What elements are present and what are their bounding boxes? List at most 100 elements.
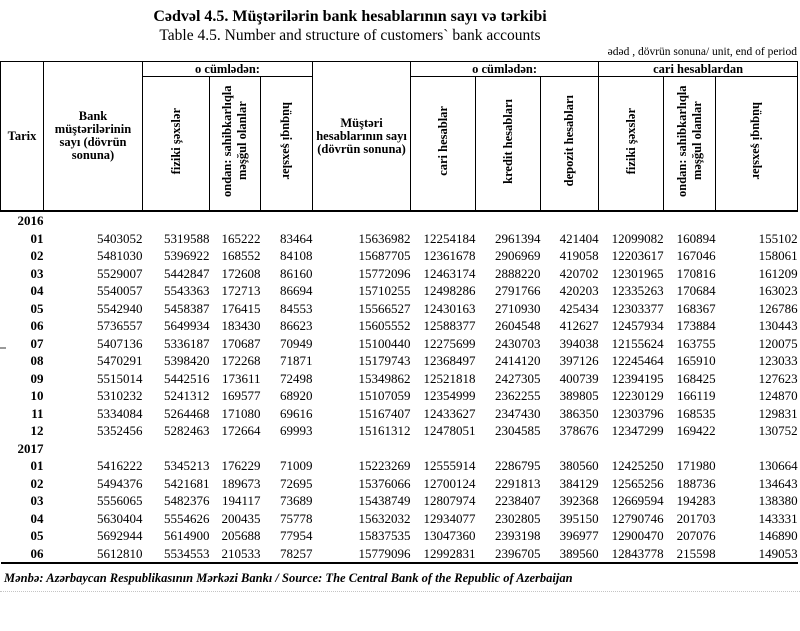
- table-body: 2016 01 5403052 5319588 165222 83464 15636982 1…: [0, 211, 798, 564]
- value-cell: 13047360: [423, 528, 476, 543]
- value-cell: 155102: [758, 230, 798, 246]
- value-cell: 12394195: [611, 370, 664, 386]
- value-cell: 138380: [758, 493, 798, 508]
- value-cell: 172268: [221, 353, 261, 368]
- month-label: 08: [30, 353, 44, 368]
- empty-cell: [210, 440, 261, 458]
- value-cell: 12361678: [423, 248, 476, 263]
- value-cell: 160894: [676, 230, 716, 246]
- value-cell: 425434: [559, 300, 599, 316]
- data-row: 08 5470291 5398420 172268 71871 15179743 12368…: [1, 352, 798, 370]
- unit-note: ədəd , dövrün sonuna/ unit, end of perio…: [607, 46, 797, 58]
- col-header-huquqi-1: hüquqi şəxslər: [259, 76, 314, 212]
- value-cell: 5407136: [97, 335, 143, 351]
- year-row: 2016: [1, 211, 798, 230]
- scan-artifact-mark: [0, 347, 6, 349]
- value-cell: 15779096: [312, 544, 411, 564]
- value-cell: 12275699: [423, 335, 476, 351]
- value-cell: 420203: [559, 283, 599, 298]
- value-cell: 5319588: [164, 230, 210, 246]
- value-cell: 5470291: [97, 353, 143, 368]
- value-cell: 15687705: [358, 248, 411, 263]
- value-cell: 12521818: [423, 370, 476, 386]
- value-cell: 5614900: [164, 528, 210, 543]
- empty-cell: [261, 211, 313, 230]
- value-cell: 161209: [758, 265, 798, 281]
- vertical-label: depozit hesabları: [562, 95, 577, 187]
- col-header-customer-accounts: Müştəri hesablarının sayı (dövrün sonuna…: [312, 61, 412, 212]
- value-cell: 71871: [280, 353, 313, 368]
- value-cell: 165222: [221, 230, 261, 246]
- empty-cell: [143, 211, 210, 230]
- vertical-label: fiziki şəxslər: [623, 107, 638, 175]
- value-cell: 183430: [221, 318, 261, 333]
- value-cell: 12354999: [423, 388, 476, 403]
- value-cell: 15100440: [358, 335, 411, 351]
- data-row: 05 5692944 5614900 205688 77954 15837535 13047…: [1, 527, 798, 545]
- value-cell: 395150: [559, 510, 599, 526]
- value-cell: 15161312: [358, 423, 411, 438]
- value-cell: 73689: [280, 493, 313, 508]
- empty-cell: [476, 440, 541, 458]
- value-cell: 165910: [676, 353, 716, 368]
- value-cell: 2393198: [495, 528, 541, 543]
- value-cell: 5481030: [97, 248, 143, 263]
- value-cell: 127623: [758, 370, 798, 386]
- value-cell: 421404: [559, 230, 599, 246]
- data-row: 09 5515014 5442516 173611 72498 15349862 12521…: [1, 370, 798, 388]
- empty-cell: [313, 211, 411, 230]
- value-cell: 5264468: [164, 405, 210, 421]
- value-cell: 12203617: [611, 248, 664, 263]
- value-cell: 12368497: [423, 353, 476, 368]
- value-cell: 5398420: [164, 353, 210, 368]
- value-cell: 12669594: [611, 493, 664, 508]
- data-row: 10 5310232 5241312 169577 68920 15107059 12354…: [1, 387, 798, 405]
- month-label: 05: [30, 528, 44, 543]
- value-cell: 389805: [559, 388, 599, 403]
- data-row: 01 5416222 5345213 176229 71009 15223269 12555…: [1, 457, 798, 475]
- value-cell: 12700124: [423, 475, 476, 491]
- value-cell: 5241312: [164, 388, 210, 403]
- empty-cell: [210, 211, 261, 230]
- value-cell: 2396705: [475, 544, 541, 564]
- vertical-label: cari hesablar: [435, 106, 450, 176]
- col-header-including-left: o cümlədən:: [141, 61, 314, 77]
- value-cell: 126786: [758, 300, 798, 316]
- empty-cell: [664, 440, 716, 458]
- empty-cell: [44, 440, 143, 458]
- value-cell: 5515014: [97, 370, 143, 386]
- value-cell: 68920: [280, 388, 313, 403]
- value-cell: 171080: [221, 405, 261, 421]
- value-cell: 71009: [280, 458, 313, 473]
- value-cell: 378676: [559, 423, 599, 438]
- value-cell: 205688: [221, 528, 261, 543]
- accounts-table: Tarix Bank müştərilərinin sayı (dövrün s…: [0, 61, 799, 564]
- value-cell: 386350: [559, 405, 599, 421]
- month-label: 09: [30, 370, 44, 386]
- value-cell: 5554626: [164, 510, 210, 526]
- value-cell: 72498: [280, 370, 313, 386]
- value-cell: 130443: [758, 318, 798, 333]
- value-cell: 84108: [280, 248, 313, 263]
- value-cell: 2710930: [495, 300, 541, 316]
- empty-cell: [476, 211, 541, 230]
- value-cell: 15636982: [358, 230, 411, 246]
- data-row: 07 5407136 5336187 170687 70949 15100440 12275…: [1, 335, 798, 353]
- col-header-ondan-1: ondan: sahibkarlıqla məşğul olanlar: [209, 76, 261, 212]
- value-cell: 5529007: [97, 265, 143, 281]
- value-cell: 412627: [559, 318, 599, 333]
- value-cell: 172664: [221, 423, 261, 438]
- value-cell: 12347299: [611, 423, 664, 438]
- col-header-ondan-2: ondan: sahibkarlıqla məşğul olanlar: [663, 76, 717, 212]
- value-cell: 129831: [758, 405, 798, 421]
- value-cell: 15179743: [358, 353, 411, 368]
- value-cell: 392368: [559, 493, 599, 508]
- value-cell: 207076: [676, 528, 716, 543]
- value-cell: 163755: [676, 335, 716, 351]
- vertical-label: hüquqi şəxslər: [750, 102, 765, 180]
- data-row: 04 5540057 5543363 172713 86694 15710255 12498…: [1, 282, 798, 300]
- value-cell: 15566527: [358, 300, 411, 316]
- value-cell: 172608: [221, 265, 261, 281]
- empty-cell: [411, 440, 476, 458]
